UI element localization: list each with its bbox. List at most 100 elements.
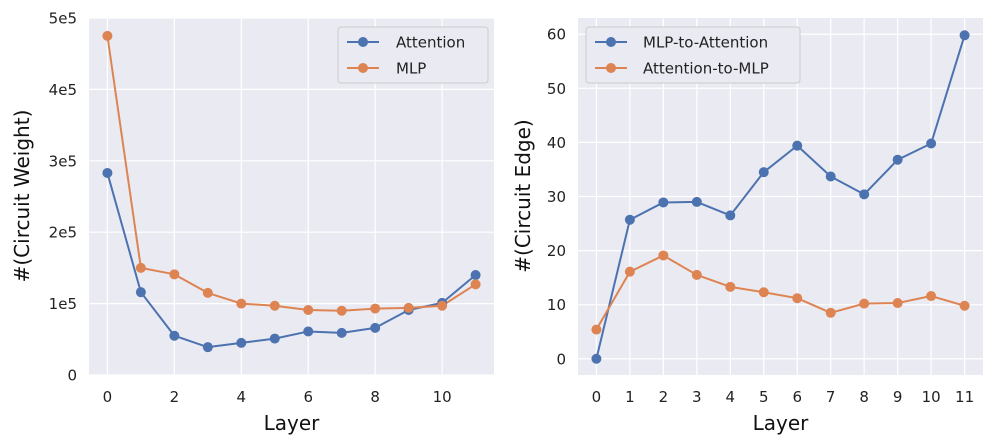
data-point-mlp-to-attention (758, 167, 769, 178)
data-point-mlp (370, 303, 381, 314)
data-point-mlp (403, 302, 414, 313)
data-point-mlp (437, 300, 448, 311)
right-x-tick-label: 9 (893, 388, 903, 406)
left-x-tick-label: 0 (103, 388, 113, 406)
data-point-mlp-to-attention (591, 353, 602, 364)
right-x-tick-label: 6 (792, 388, 802, 406)
data-point-attention (336, 327, 347, 338)
legend-label-mlp: MLP (396, 60, 426, 78)
right-x-tick-label: 10 (922, 388, 941, 406)
series-line-mlp-to-attention (595, 35, 966, 360)
right-x-tick-label: 7 (826, 388, 836, 406)
legend-marker-attention-to-mlp (606, 63, 616, 73)
data-point-attention (135, 287, 146, 298)
data-point-mlp-to-attention (825, 171, 836, 182)
data-point-mlp (470, 279, 481, 290)
data-point-mlp (169, 269, 180, 280)
data-point-mlp (135, 262, 146, 273)
right-x-axis-label: Layer (753, 411, 810, 435)
right-x-tick-label: 4 (726, 388, 736, 406)
right-y-tick-label: 20 (547, 242, 566, 260)
right-legend: MLP-to-Attention Attention-to-MLP (585, 26, 801, 84)
data-point-attention (370, 322, 381, 333)
right-x-tick-labels: 0 1 2 3 4 5 6 7 8 9 10 11 (592, 388, 975, 406)
data-point-mlp (202, 287, 213, 298)
right-series-points (591, 30, 970, 364)
data-point-attention-to-mlp (825, 307, 836, 318)
right-y-tick-label: 0 (556, 350, 566, 368)
left-chart: 0 1e5 2e5 3e5 4e5 5e5 0 2 4 6 8 10 Layer #(Circuit… (10, 10, 494, 435)
left-x-tick-label: 8 (370, 388, 380, 406)
data-point-mlp (336, 305, 347, 316)
left-x-tick-label: 6 (303, 388, 313, 406)
data-point-attention-to-mlp (624, 266, 635, 277)
left-x-tick-labels: 0 2 4 6 8 10 (103, 388, 452, 406)
data-point-attention-to-mlp (758, 287, 769, 298)
right-y-tick-label: 10 (547, 296, 566, 314)
data-point-attention (169, 330, 180, 341)
legend-marker-mlp (358, 63, 368, 73)
left-y-tick-label: 2e5 (49, 224, 77, 242)
data-point-attention-to-mlp (959, 300, 970, 311)
left-y-tick-label: 4e5 (49, 81, 77, 99)
data-point-attention (269, 333, 280, 344)
right-x-tick-label: 8 (859, 388, 869, 406)
right-x-tick-label: 3 (692, 388, 702, 406)
legend-label-attention-to-mlp: Attention-to-MLP (643, 60, 769, 78)
left-y-tick-label: 1e5 (49, 295, 77, 313)
legend-marker-attention (358, 37, 368, 47)
data-point-attention-to-mlp (892, 298, 903, 309)
data-point-attention (470, 270, 481, 281)
data-point-attention-to-mlp (792, 293, 803, 304)
data-point-mlp-to-attention (725, 210, 736, 221)
left-y-tick-label: 0 (67, 367, 77, 385)
left-series-lines (106, 35, 477, 349)
right-y-tick-label: 30 (547, 188, 566, 206)
data-point-mlp-to-attention (926, 138, 937, 149)
left-y-tick-label: 3e5 (49, 152, 77, 170)
left-x-tick-label: 2 (170, 388, 180, 406)
data-point-mlp (269, 300, 280, 311)
series-line-mlp (106, 35, 477, 312)
left-x-tick-label: 4 (237, 388, 247, 406)
data-point-mlp-to-attention (624, 214, 635, 225)
data-point-attention-to-mlp (691, 269, 702, 280)
data-point-attention-to-mlp (926, 291, 937, 302)
series-line-attention-to-mlp (595, 254, 965, 331)
data-point-mlp-to-attention (792, 140, 803, 151)
legend-label-mlp-to-attention: MLP-to-Attention (643, 34, 768, 52)
data-point-attention (236, 337, 247, 348)
data-point-mlp-to-attention (959, 30, 970, 41)
data-point-mlp-to-attention (691, 196, 702, 207)
data-point-mlp-to-attention (859, 189, 870, 200)
left-x-tick-label: 10 (433, 388, 452, 406)
data-point-attention (202, 342, 213, 353)
right-chart: 0 10 20 30 40 50 60 0 1 2 3 4 5 6 7 8 9 10 11 Layer #(Cir… (511, 18, 983, 435)
right-legend-box (585, 26, 801, 84)
right-series-lines (595, 35, 966, 360)
right-y-axis-label: #(Circuit Edge) (511, 119, 535, 272)
right-x-tick-label: 5 (759, 388, 769, 406)
data-point-attention-to-mlp (859, 298, 870, 309)
series-line-attention (106, 172, 477, 349)
left-y-tick-label: 5e5 (49, 10, 77, 28)
right-y-tick-labels: 0 10 20 30 40 50 60 (547, 26, 566, 369)
data-point-attention (102, 167, 113, 178)
right-x-tick-label: 0 (592, 388, 602, 406)
legend-marker-mlp-to-attention (606, 37, 616, 47)
right-x-tick-label: 11 (955, 388, 974, 406)
left-gridlines (89, 17, 494, 376)
right-x-tick-label: 2 (659, 388, 669, 406)
right-y-tick-label: 60 (547, 26, 566, 44)
left-legend: Attention MLP (337, 26, 489, 84)
data-point-mlp (303, 305, 314, 316)
left-x-axis-label: Layer (264, 411, 321, 435)
right-y-tick-label: 50 (547, 80, 566, 98)
left-series-points (102, 30, 481, 353)
right-x-tick-label: 1 (625, 388, 635, 406)
data-point-attention-to-mlp (591, 324, 602, 335)
left-y-axis-label: #(Circuit Weight) (10, 110, 34, 283)
data-point-mlp (236, 298, 247, 309)
data-point-attention-to-mlp (725, 281, 736, 292)
